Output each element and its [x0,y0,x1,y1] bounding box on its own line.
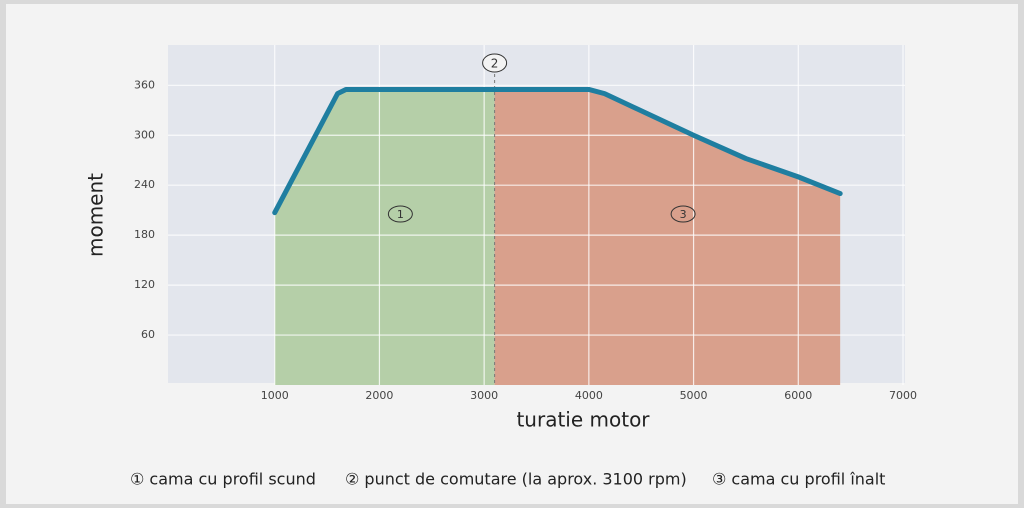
y-tick-label: 60 [141,328,155,341]
legend-entry: ② punct de comutare (la aprox. 3100 rpm) [345,470,687,489]
legend-entry: ③ cama cu profil înalt [712,470,885,489]
y-tick-label: 360 [134,78,155,91]
x-tick-label: 5000 [680,389,708,402]
y-axis-label: moment [84,173,108,257]
legend-entry: ① cama cu profil scund [130,470,316,489]
y-tick-label: 240 [134,178,155,191]
x-tick-label: 1000 [261,389,289,402]
region-marker: 1 [397,208,404,221]
region-marker: 3 [680,208,687,221]
switch-marker: 2 [491,57,499,71]
x-tick-label: 7000 [889,389,917,402]
y-tick-label: 300 [134,128,155,141]
x-tick-label: 6000 [784,389,812,402]
marker-circle [670,205,696,223]
marker-circle [482,53,508,73]
x-tick-label: 2000 [365,389,393,402]
x-tick-label: 4000 [575,389,603,402]
y-tick-label: 120 [134,278,155,291]
x-axis-label: turatie motor [516,408,650,432]
marker-circle [387,205,413,223]
torque-line [272,86,843,216]
y-tick-label: 180 [134,228,155,241]
legend: ① cama cu profil scund ② punct de comutar… [130,470,885,489]
region [274,89,495,386]
x-tick-label: 3000 [470,389,498,402]
